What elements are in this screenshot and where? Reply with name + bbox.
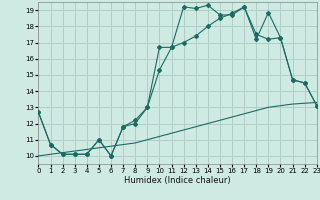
X-axis label: Humidex (Indice chaleur): Humidex (Indice chaleur) (124, 176, 231, 185)
